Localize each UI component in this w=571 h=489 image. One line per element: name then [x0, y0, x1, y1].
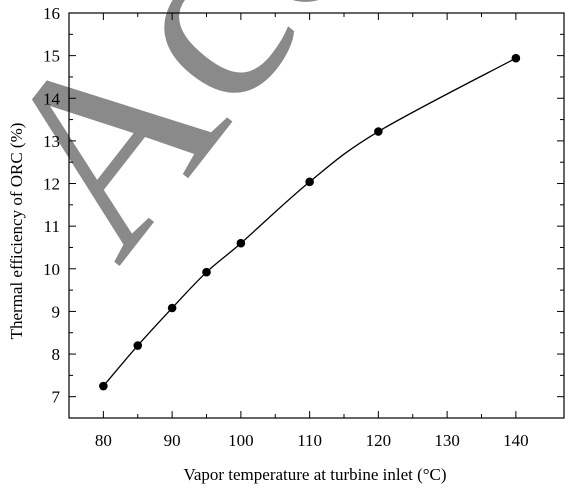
watermark: Accepted: [0, 0, 571, 303]
data-point: [99, 381, 108, 391]
y-tick-label: 7: [52, 388, 61, 407]
x-tick-label: 110: [297, 431, 322, 450]
data-point: [305, 177, 314, 187]
data-point: [133, 341, 143, 350]
y-tick-label: 15: [43, 47, 60, 66]
y-axis-label: Thermal efficiency of ORC (%): [7, 123, 26, 340]
x-tick-label: 130: [434, 431, 460, 450]
x-tick-label: 120: [366, 431, 392, 450]
data-point: [374, 127, 383, 136]
y-tick-label: 9: [52, 302, 61, 321]
plot-area-border: [68, 12, 565, 419]
x-tick-label: 100: [228, 431, 254, 450]
x-axis-label: Vapor temperature at turbine inlet (°C): [183, 465, 446, 484]
x-tick-label: 80: [95, 431, 112, 450]
data-points: [99, 53, 521, 391]
data-point: [511, 53, 521, 63]
y-tick-label: 12: [43, 175, 60, 194]
plot-frame: [68, 12, 565, 419]
data-point: [167, 303, 177, 313]
y-tick-label: 8: [52, 345, 61, 364]
y-tick-label: 16: [43, 4, 60, 23]
data-point: [202, 267, 211, 277]
y-tick-label: 14: [43, 89, 61, 108]
watermark-text: Accepted: [0, 0, 571, 303]
x-tick-label: 140: [503, 431, 529, 450]
y-tick-label: 13: [43, 132, 60, 151]
y-tick-label: 11: [44, 217, 60, 236]
data-point: [236, 238, 246, 248]
y-tick-label: 10: [43, 260, 60, 279]
ticks: 80 90 100 110 120 130 140 7 8 9 10 11 12 13 14 15 16: [43, 4, 564, 450]
x-tick-label: 90: [164, 431, 181, 450]
